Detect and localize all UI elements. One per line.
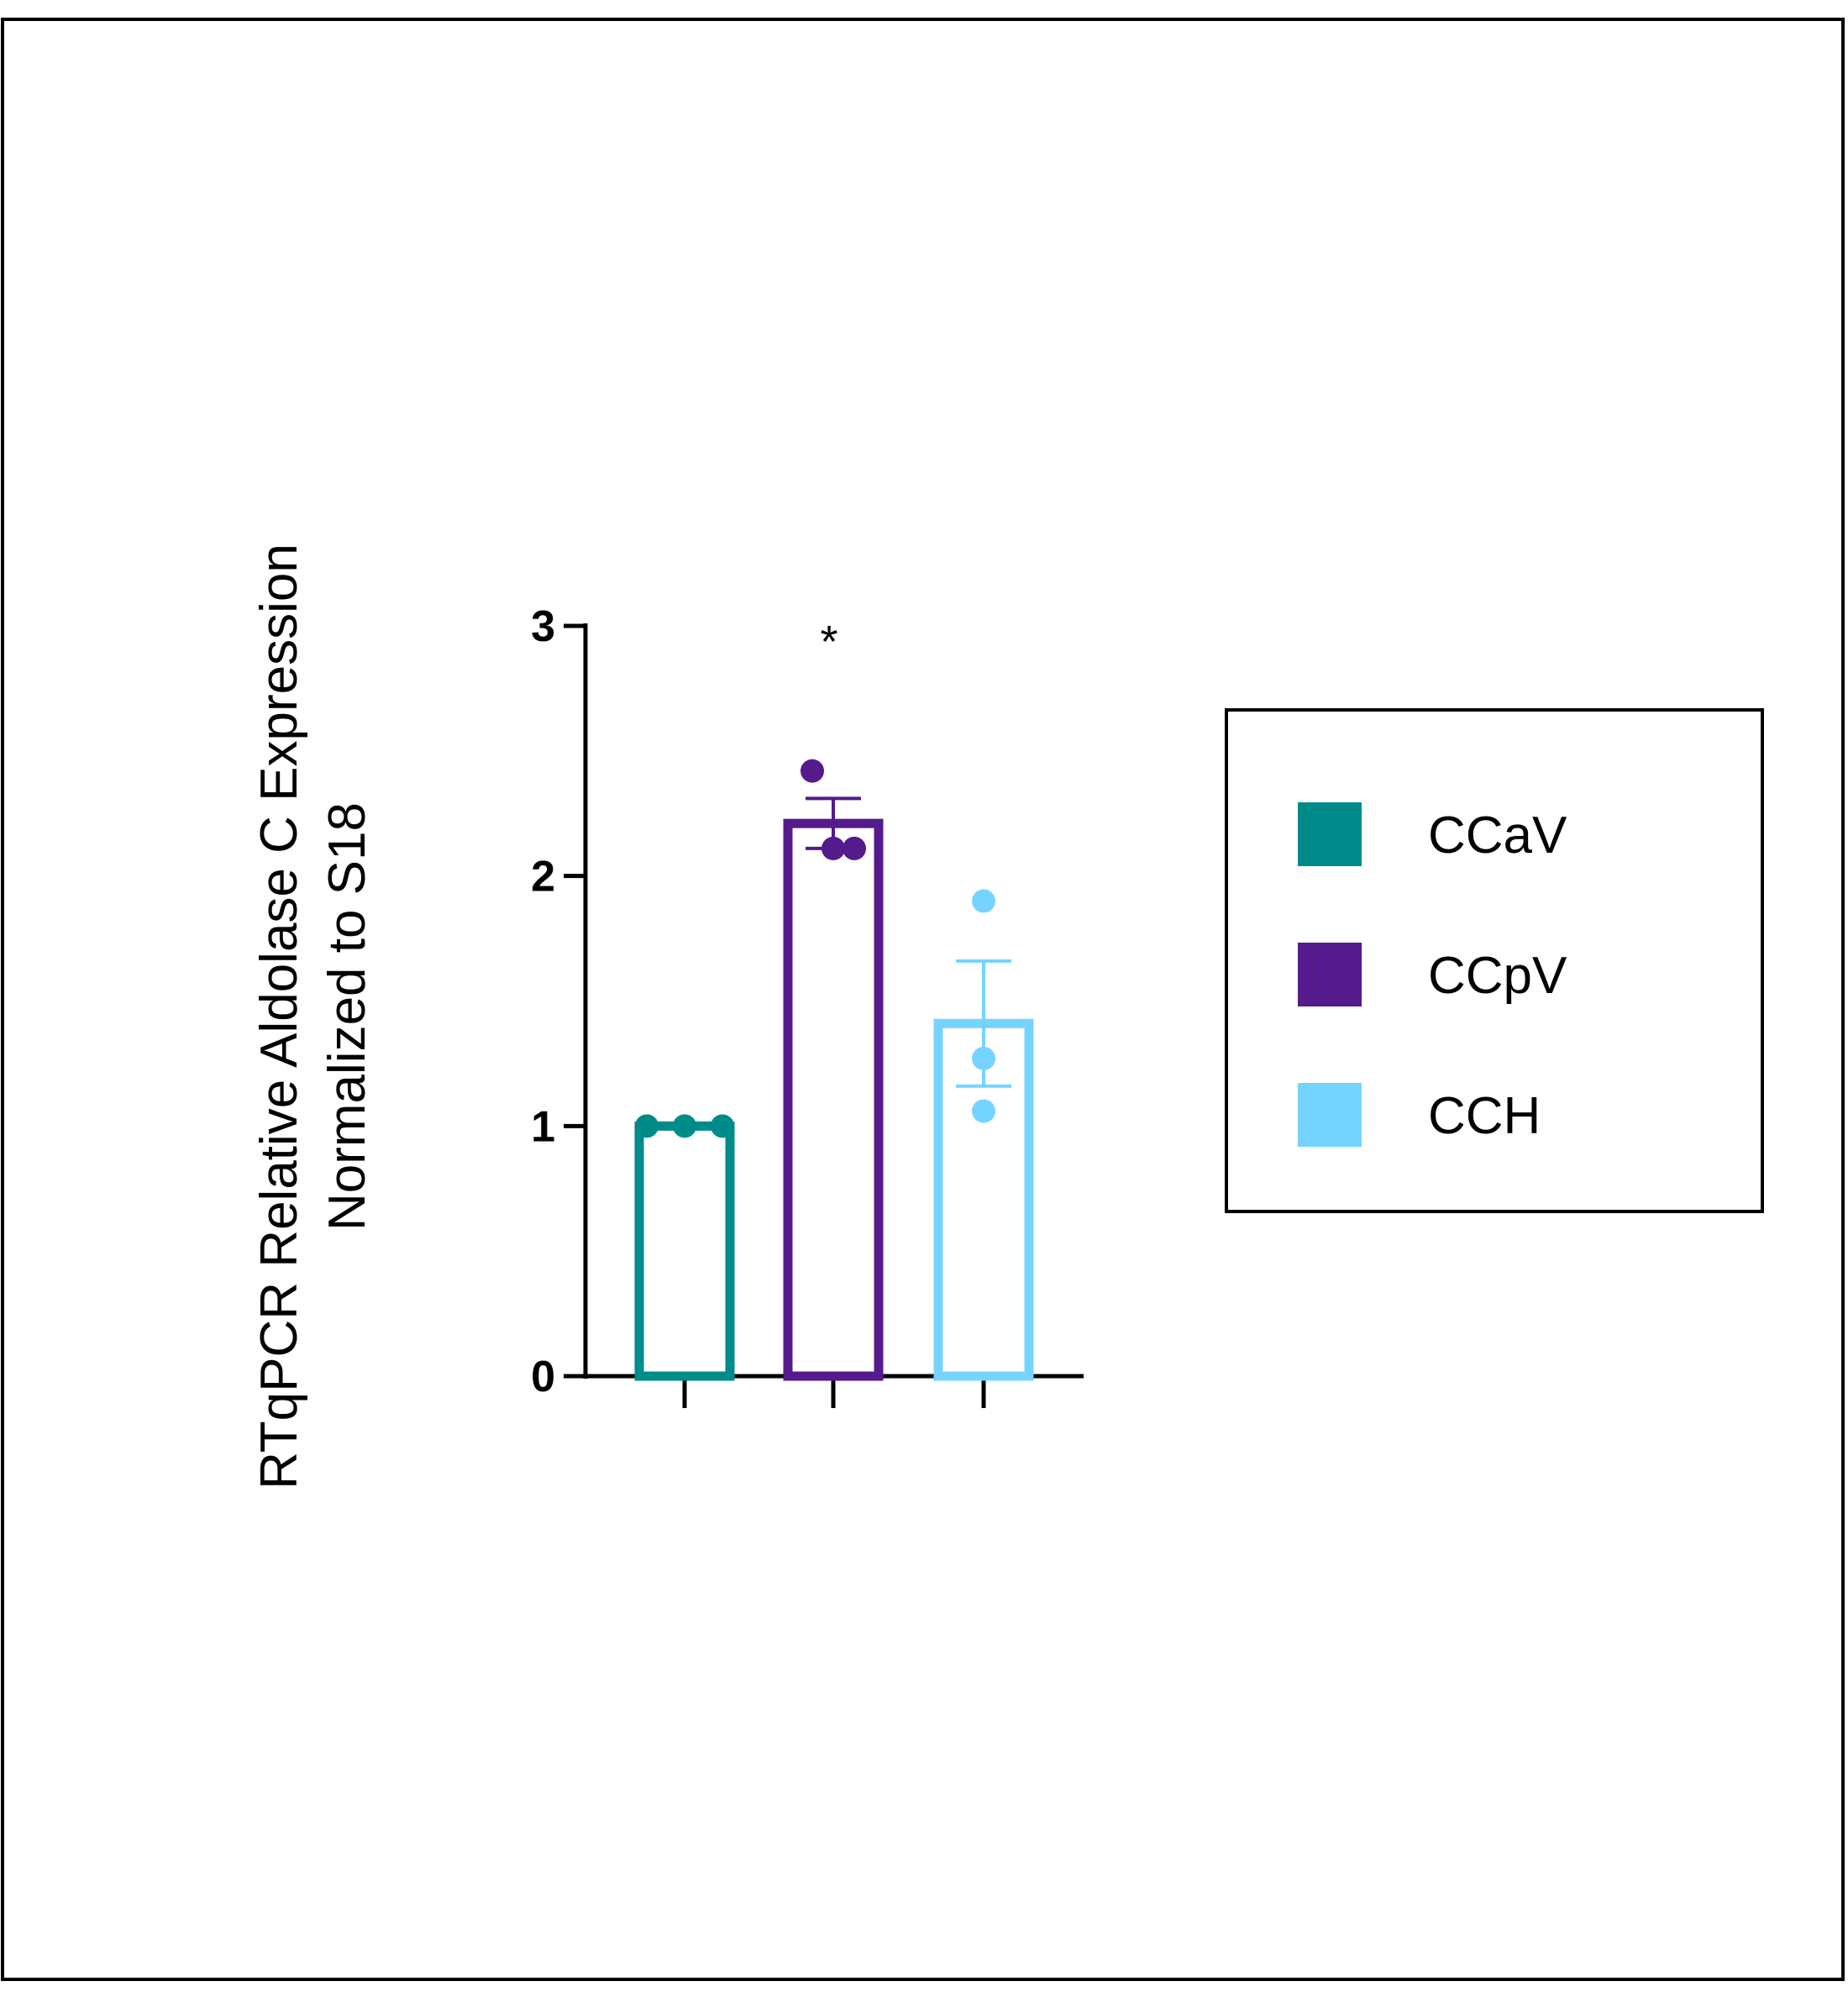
legend: CCaV CCpV CCH bbox=[1225, 708, 1764, 1213]
significance-marker: * bbox=[820, 617, 837, 667]
legend-swatch-cch bbox=[1298, 1083, 1362, 1147]
data-point-ccav-1 bbox=[673, 1114, 696, 1138]
bar-ccpv bbox=[783, 818, 884, 1381]
legend-swatch-ccpv bbox=[1298, 943, 1362, 1006]
data-point-ccav-2 bbox=[711, 1114, 734, 1138]
data-point-ccpv-2 bbox=[843, 836, 866, 860]
legend-label-ccpv: CCpV bbox=[1428, 947, 1567, 1005]
y-tick-label-0: 0 bbox=[531, 1353, 555, 1401]
data-point-cch-0 bbox=[972, 889, 995, 913]
y-axis-label: RTqPCR Relative Aldolase C Expression No… bbox=[250, 544, 376, 1490]
data-point-ccpv-1 bbox=[822, 836, 845, 860]
data-point-cch-1 bbox=[972, 1046, 995, 1070]
bar-ccav bbox=[634, 1121, 735, 1381]
data-point-cch-2 bbox=[972, 1099, 995, 1123]
data-point-ccav-0 bbox=[635, 1114, 659, 1138]
plot-area: 0 1 2 3 * bbox=[531, 602, 1084, 1408]
y-tick-label-3: 3 bbox=[531, 602, 555, 651]
y-tick-label-1: 1 bbox=[531, 1102, 555, 1151]
legend-label-ccav: CCaV bbox=[1428, 807, 1567, 864]
y-axis-label-line-1: RTqPCR Relative Aldolase C Expression bbox=[250, 544, 308, 1490]
y-axis-label-line-2: Normalized to S18 bbox=[318, 802, 376, 1231]
data-point-ccpv-0 bbox=[801, 759, 824, 783]
y-tick-label-2: 2 bbox=[531, 853, 555, 901]
legend-label-cch: CCH bbox=[1428, 1087, 1541, 1145]
legend-swatch-ccav bbox=[1298, 802, 1362, 866]
